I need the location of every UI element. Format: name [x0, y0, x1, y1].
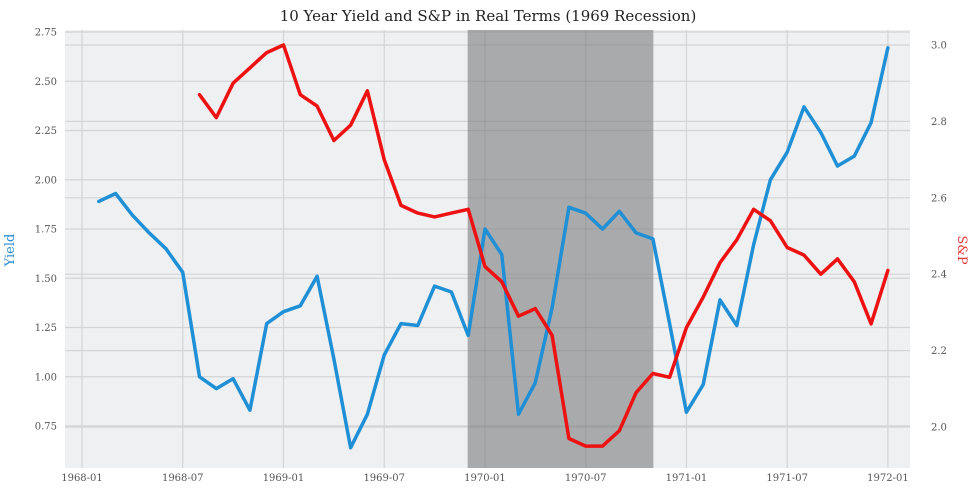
y-right-tick-label: 2.6	[931, 193, 947, 204]
y-axis-left-label: Yield	[3, 234, 18, 268]
x-tick-label: 1969-07	[363, 473, 405, 484]
x-axis-ticks: 1968-01 1968-07 1969-01 1969-07 1970-01 1970-…	[61, 473, 908, 484]
x-tick-label: 1971-07	[766, 473, 808, 484]
x-tick-label: 1971-01	[666, 473, 708, 484]
x-tick-label: 1968-01	[61, 473, 103, 484]
y-left-tick-label: 1.00	[35, 372, 57, 383]
x-tick-label: 1968-07	[162, 473, 204, 484]
x-tick-label: 1972-01	[867, 473, 909, 484]
x-tick-label: 1970-01	[464, 473, 506, 484]
y-axis-right-label: S&P	[954, 235, 969, 264]
x-tick-label: 1969-01	[263, 473, 305, 484]
y-left-tick-label: 1.75	[35, 225, 57, 236]
y-right-tick-label: 2.0	[931, 423, 947, 434]
x-tick-label: 1970-07	[565, 473, 607, 484]
y-left-tick-label: 0.75	[35, 422, 57, 433]
y-axis-left-ticks: 0.75 1.00 1.25 1.50 1.75 2.00 2.25 2.50 2.75	[35, 28, 57, 433]
y-left-tick-label: 1.25	[35, 323, 57, 334]
chart-title: 10 Year Yield and S&P in Real Terms (196…	[280, 7, 697, 25]
y-left-tick-label: 2.75	[35, 28, 57, 39]
y-right-tick-label: 2.8	[931, 117, 947, 128]
y-left-tick-label: 1.50	[35, 274, 57, 285]
yield-line	[97, 46, 890, 450]
y-left-tick-label: 2.00	[35, 175, 57, 186]
grid-lines-over-shade	[468, 30, 653, 468]
y-right-tick-label: 2.4	[931, 270, 947, 281]
y-left-tick-label: 2.25	[35, 126, 57, 137]
y-right-tick-label: 2.2	[931, 346, 947, 357]
y-right-tick-label: 3.0	[931, 41, 947, 52]
y-left-tick-label: 2.50	[35, 77, 57, 88]
sp-line	[197, 43, 890, 448]
y-axis-right-ticks: 2.0 2.2 2.4 2.6 2.8 3.0	[931, 41, 947, 434]
